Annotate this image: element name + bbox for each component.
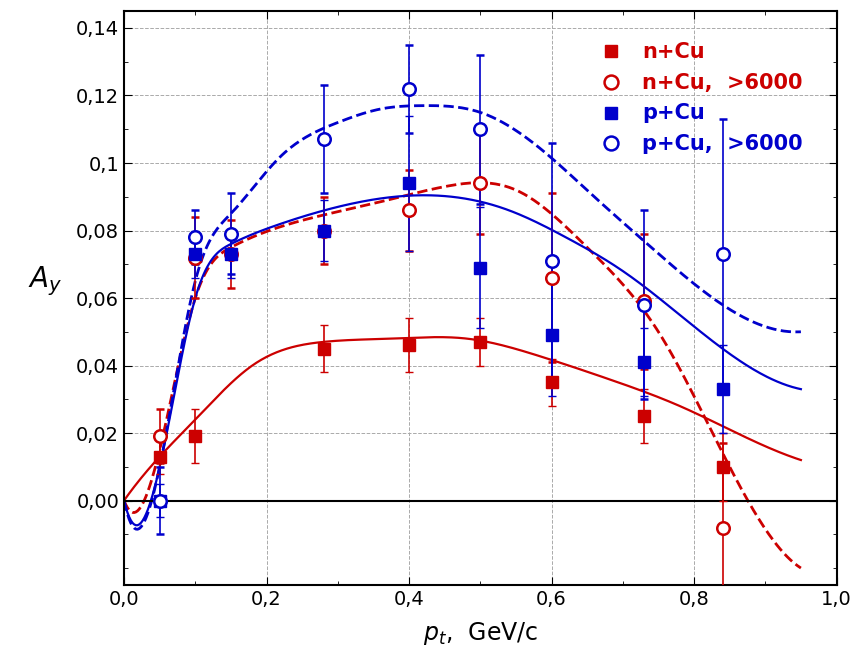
Legend: n+Cu, n+Cu,  >6000, p+Cu, p+Cu,  >6000: n+Cu, n+Cu, >6000, p+Cu, p+Cu, >6000 — [582, 32, 813, 164]
Y-axis label: $A_y$: $A_y$ — [28, 265, 63, 298]
X-axis label: $p_t$,  GeV/c: $p_t$, GeV/c — [423, 620, 538, 647]
